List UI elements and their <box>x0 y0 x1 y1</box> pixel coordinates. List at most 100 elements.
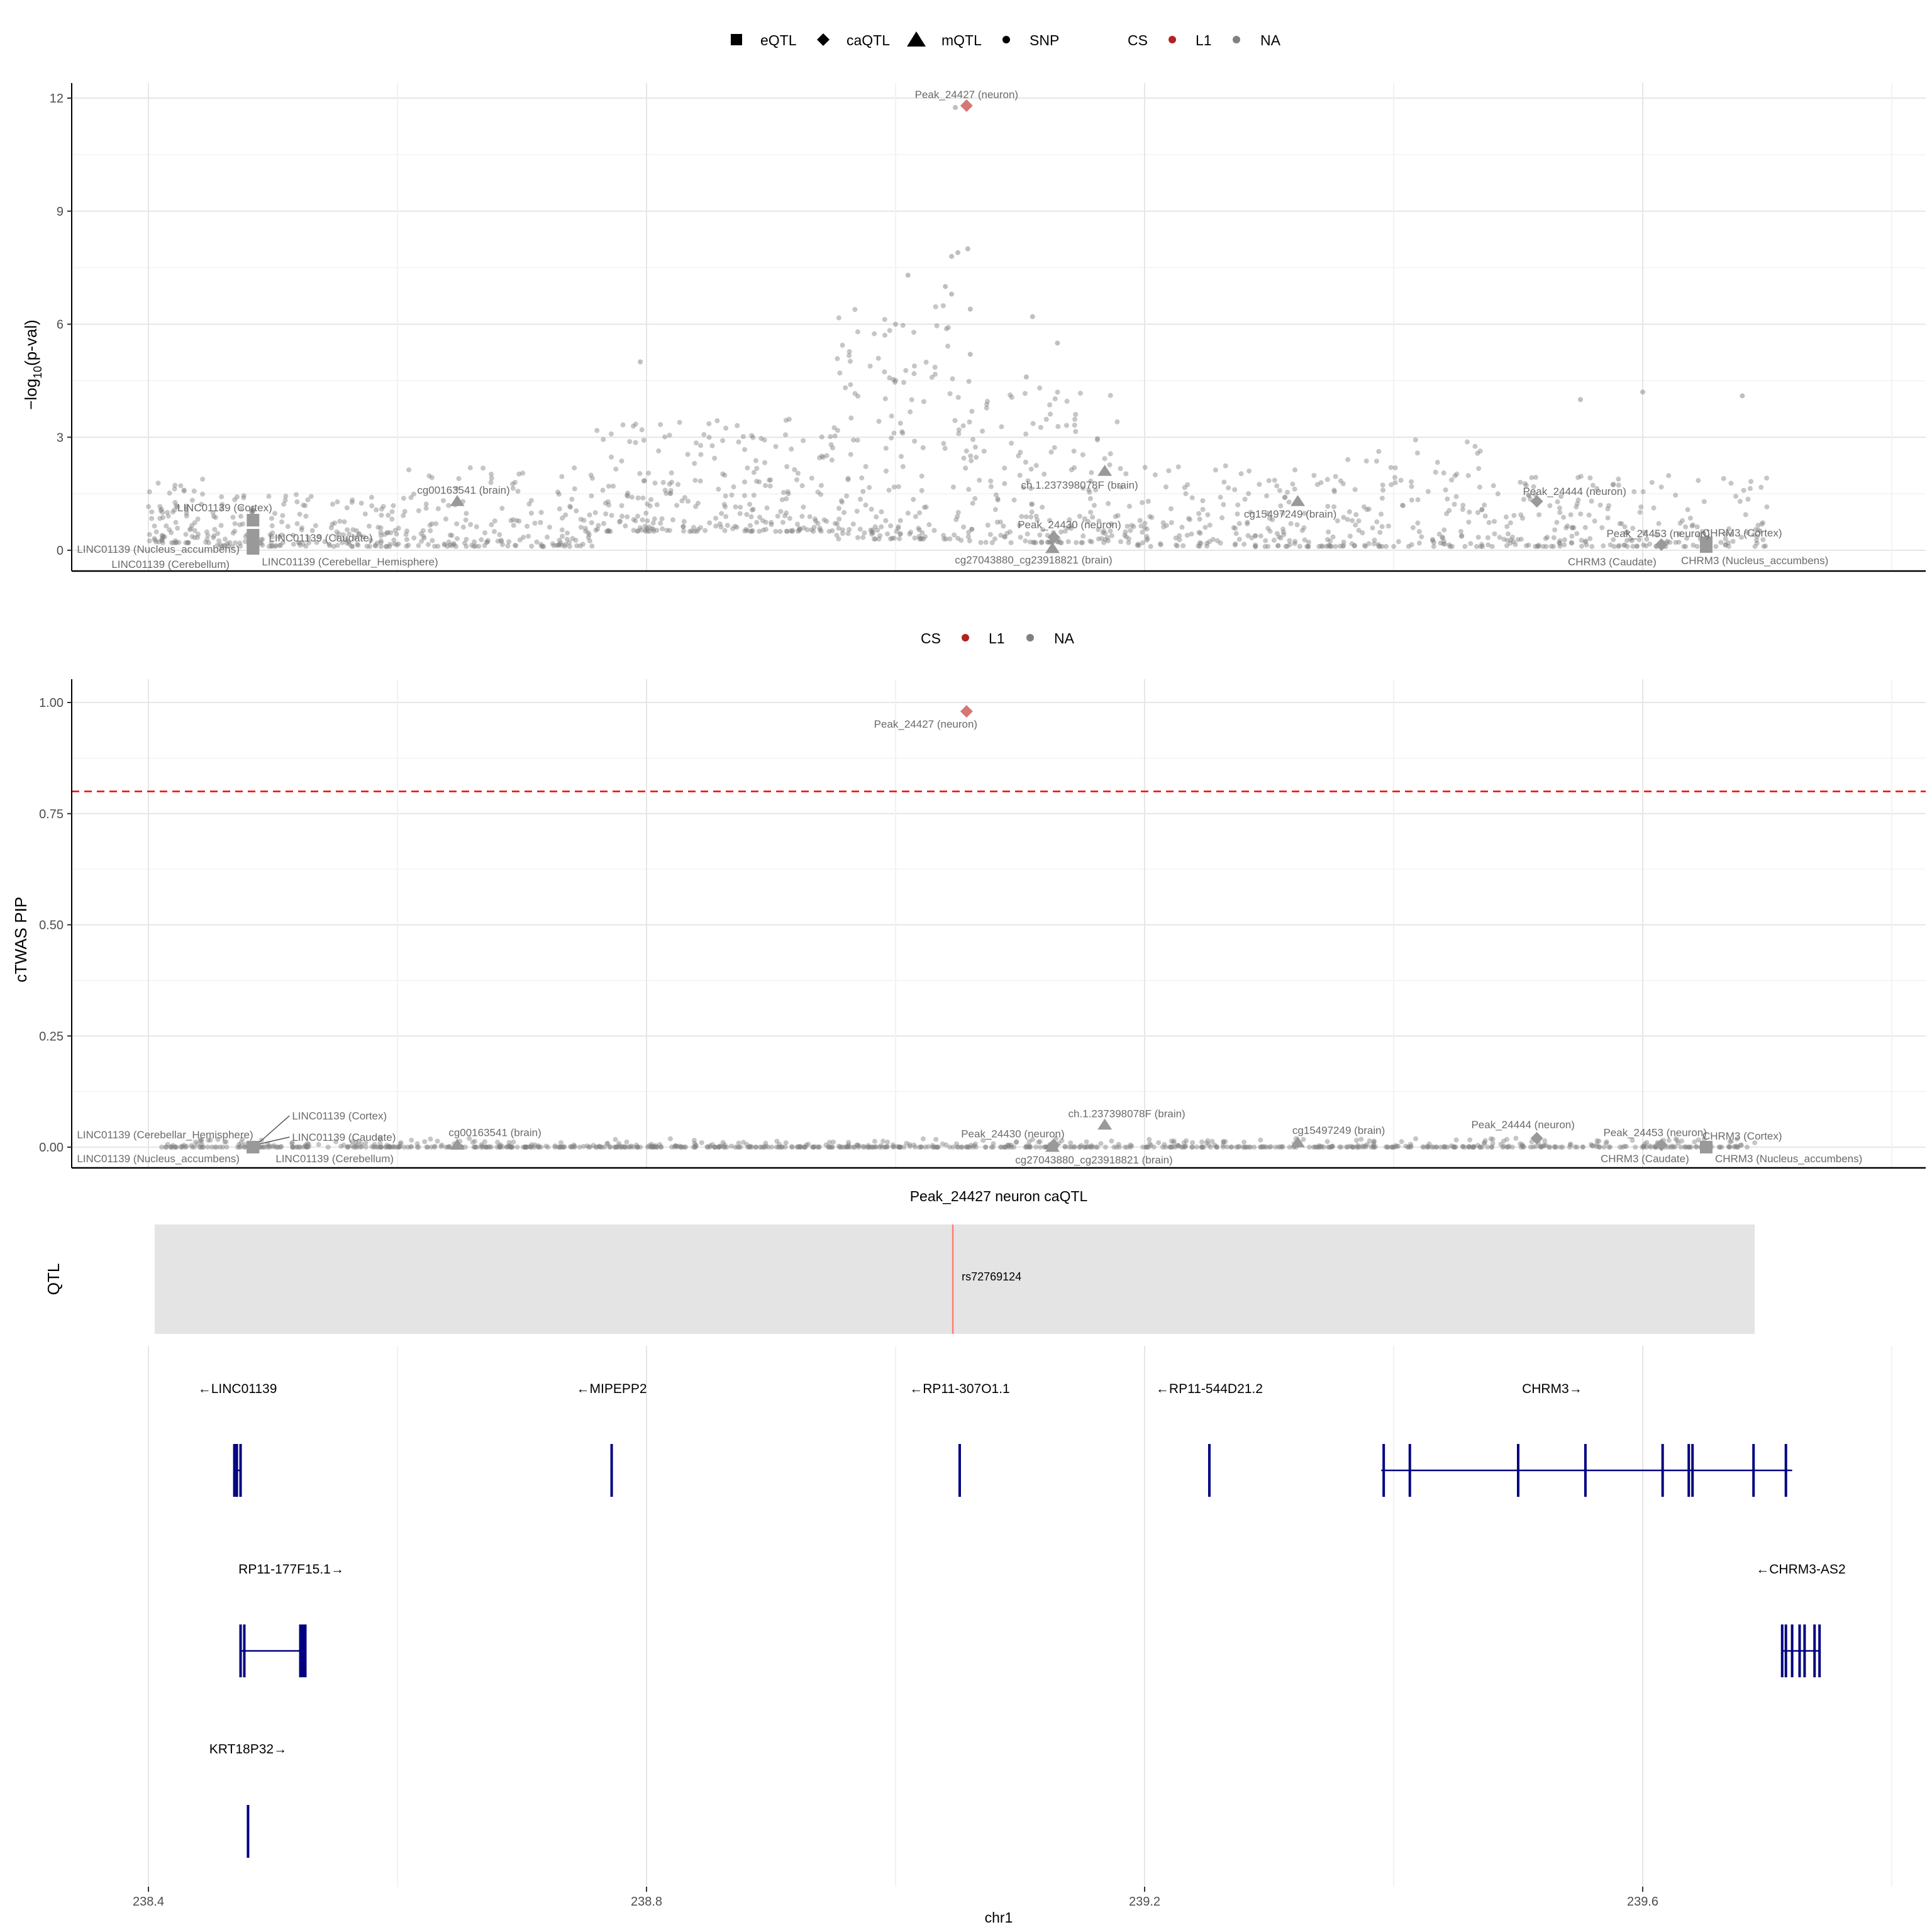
snp-point <box>447 542 453 548</box>
snp-point <box>1375 541 1381 547</box>
snp-point <box>885 531 891 537</box>
snp-point <box>1180 1144 1186 1150</box>
snp-point <box>981 448 987 454</box>
snp-point <box>1082 516 1087 521</box>
snp-point <box>713 1144 718 1150</box>
snp-point <box>1124 1144 1130 1150</box>
snp-point <box>1340 543 1346 549</box>
snp-point <box>1431 1144 1436 1150</box>
snp-point <box>1028 1144 1033 1150</box>
snp-point <box>1523 482 1529 488</box>
snp-point <box>1267 528 1273 534</box>
snp-point <box>667 528 672 533</box>
snp-point <box>484 1145 489 1150</box>
snp-point <box>722 528 728 533</box>
snp-point <box>528 511 534 516</box>
snp-point <box>1062 1144 1068 1150</box>
snp-point <box>673 1143 679 1149</box>
gene-exon <box>1752 1444 1755 1497</box>
snp-point <box>888 536 894 541</box>
snp-point <box>464 536 469 542</box>
snp-point <box>1619 1145 1625 1150</box>
snp-point <box>774 1144 779 1150</box>
snp-point <box>789 1145 795 1150</box>
snp-point <box>1169 1138 1174 1144</box>
snp-point <box>1669 1143 1675 1149</box>
snp-point <box>720 471 726 477</box>
snp-point <box>272 511 277 516</box>
snp-point <box>347 531 352 537</box>
snp-point <box>1415 497 1421 502</box>
snp-point <box>1169 1144 1174 1150</box>
gene-exon <box>299 1624 302 1677</box>
snp-point <box>580 1143 586 1149</box>
snp-point <box>817 525 823 531</box>
snp-point <box>889 535 895 541</box>
snp-point <box>1171 1140 1177 1145</box>
snp-point <box>1144 526 1150 532</box>
snp-point <box>647 528 652 534</box>
snp-point <box>1607 542 1613 548</box>
snp-point <box>1572 1144 1578 1150</box>
snp-point <box>1126 536 1132 541</box>
snp-point <box>1604 1139 1609 1145</box>
snp-point <box>147 531 152 537</box>
snp-point <box>350 527 356 533</box>
snp-point <box>497 1142 503 1148</box>
snp-point <box>568 504 574 510</box>
snp-point <box>270 1144 275 1150</box>
snp-point <box>995 496 1001 502</box>
snp-point <box>662 487 668 493</box>
snp-point <box>472 539 477 545</box>
snp-point <box>1267 516 1272 521</box>
snp-point <box>173 519 179 525</box>
snp-point <box>932 364 938 370</box>
snp-point <box>1163 484 1169 490</box>
gene-exon <box>1813 1624 1816 1677</box>
snp-point <box>1160 1145 1165 1150</box>
snp-point <box>1611 544 1617 550</box>
snp-point <box>950 484 956 490</box>
snp-point <box>421 533 426 539</box>
snp-point <box>1587 536 1593 541</box>
snp-point <box>658 520 663 526</box>
snp-point <box>431 1144 437 1150</box>
snp-point <box>199 501 204 507</box>
feature-label: LINC01139 (Nucleus_accumbens) <box>77 543 240 555</box>
snp-point <box>857 526 863 532</box>
snp-point <box>787 516 792 521</box>
association-y-axis-label-main: −log <box>21 379 40 410</box>
snp-point <box>811 525 817 530</box>
snp-point <box>635 528 641 534</box>
snp-point <box>1027 1143 1033 1149</box>
snp-point <box>559 542 565 548</box>
snp-point <box>1475 1143 1480 1148</box>
snp-point <box>741 493 747 499</box>
snp-point <box>199 1142 204 1148</box>
snp-point <box>1205 1138 1211 1143</box>
snp-point <box>555 1144 561 1150</box>
snp-point <box>372 1141 377 1147</box>
feature-marker <box>1097 1118 1113 1130</box>
snp-point <box>401 496 406 501</box>
snp-point <box>1541 1143 1546 1149</box>
snp-point <box>1041 471 1047 477</box>
snp-point <box>897 536 902 541</box>
snp-point <box>1482 1140 1487 1145</box>
snp-point <box>828 434 833 440</box>
snp-point <box>384 1142 390 1148</box>
snp-point <box>409 1137 414 1143</box>
snp-point <box>1218 540 1223 546</box>
snp-point <box>854 508 860 514</box>
snp-point <box>1636 537 1642 543</box>
snp-point <box>1167 1144 1172 1150</box>
snp-point <box>1371 1138 1377 1144</box>
snp-point <box>913 1144 918 1150</box>
snp-point <box>1410 525 1416 530</box>
snp-point <box>897 531 903 536</box>
snp-point <box>1374 458 1379 464</box>
gene-exon <box>1780 1624 1784 1677</box>
snp-point <box>1616 476 1621 482</box>
feature-label: cg00163541 (brain) <box>448 1126 541 1138</box>
snp-point <box>635 495 641 501</box>
